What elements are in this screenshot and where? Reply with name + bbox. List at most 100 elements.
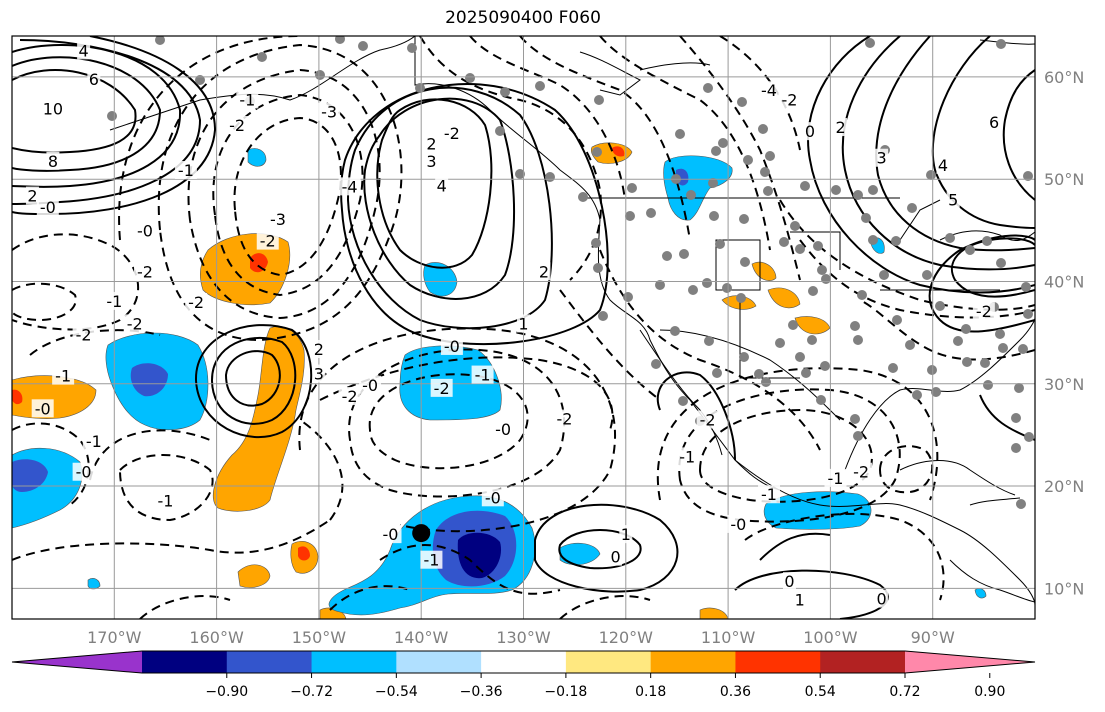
svg-text:4: 4 <box>938 156 948 175</box>
contour-label: -1 <box>676 447 699 466</box>
lon-tick-label: 120°W <box>599 628 654 647</box>
contour-label: 2 <box>424 134 438 153</box>
colorbar-tick-label: 0.90 <box>974 684 1005 700</box>
contour-label: -2 <box>256 231 279 251</box>
svg-text:-2: -2 <box>556 410 572 429</box>
lon-tick-label: 160°W <box>189 628 244 647</box>
svg-text:5: 5 <box>948 191 958 210</box>
contour-label: -3 <box>318 102 341 122</box>
contour-label: -4 <box>758 81 781 100</box>
svg-text:-2: -2 <box>260 232 276 251</box>
svg-text:-2: -2 <box>444 124 460 143</box>
contour-label: 5 <box>946 190 960 210</box>
contour-label: -2 <box>72 325 95 345</box>
svg-text:-2: -2 <box>127 314 143 333</box>
contour-label: 6 <box>87 69 101 89</box>
contour-label: -1 <box>758 485 781 504</box>
contour-label: -1 <box>471 365 494 385</box>
svg-text:-1: -1 <box>178 161 194 180</box>
svg-text:-2: -2 <box>434 379 450 398</box>
contour-label: 0 <box>875 589 889 609</box>
svg-text:-2: -2 <box>229 116 245 135</box>
colorbar-tick-label: −0.90 <box>205 684 248 700</box>
contour-label: 2 <box>834 118 848 137</box>
svg-text:4: 4 <box>79 41 89 60</box>
lon-tick-label: 130°W <box>496 628 551 647</box>
lon-tick-label: 90°W <box>911 628 955 647</box>
contour-label: -2 <box>226 116 249 135</box>
svg-text:-2: -2 <box>137 262 153 281</box>
colorbar-tick-label: −0.18 <box>544 684 587 700</box>
svg-text:-0: -0 <box>730 515 746 534</box>
contour-label: -0 <box>440 336 463 356</box>
svg-text:3: 3 <box>426 152 436 171</box>
svg-text:-0: -0 <box>35 399 51 418</box>
svg-text:-1: -1 <box>55 367 71 386</box>
colorbar-segment <box>311 651 397 673</box>
svg-text:-2: -2 <box>342 387 358 406</box>
station-dots <box>107 36 1034 509</box>
contour-label: 0 <box>609 547 623 567</box>
contour-label: -2 <box>778 90 801 109</box>
svg-text:-4: -4 <box>761 81 777 100</box>
svg-text:-1: -1 <box>157 491 173 510</box>
svg-text:0: 0 <box>805 122 815 141</box>
svg-text:-0: -0 <box>40 198 56 217</box>
contour-label: -2 <box>338 387 361 406</box>
contour-label: -2 <box>123 314 146 333</box>
svg-text:2: 2 <box>539 262 549 281</box>
svg-text:-0: -0 <box>362 376 378 395</box>
contour-label: -1 <box>824 468 847 488</box>
contour-label: -1 <box>52 366 75 386</box>
svg-text:2: 2 <box>314 340 324 359</box>
svg-text:4: 4 <box>437 176 447 195</box>
svg-text:8: 8 <box>48 152 58 171</box>
svg-text:-0: -0 <box>485 488 501 507</box>
svg-text:-1: -1 <box>761 485 777 504</box>
colorbar-segment <box>735 651 821 673</box>
lat-tick-label: 40°N <box>1044 272 1084 291</box>
contour-label: -0 <box>379 525 402 544</box>
lon-tick-label: 170°W <box>87 628 142 647</box>
lat-tick-label: 30°N <box>1044 375 1084 394</box>
contour-label: -1 <box>154 491 177 510</box>
map-frame <box>11 35 1036 620</box>
svg-text:-1: -1 <box>828 469 844 488</box>
svg-text:-1: -1 <box>106 292 122 311</box>
svg-text:0: 0 <box>876 590 886 609</box>
contour-label: 8 <box>46 151 60 171</box>
svg-text:-3: -3 <box>270 210 286 229</box>
contour-label: 1 <box>517 314 530 333</box>
contour-label: 3 <box>424 151 438 171</box>
lon-tick-label: 100°W <box>803 628 858 647</box>
latitude-axis: 60°N 50°N 40°N 30°N 20°N 10°N <box>1044 68 1084 598</box>
contour-label: -1 <box>82 432 105 451</box>
svg-text:-3: -3 <box>321 103 337 122</box>
contour-label: -0 <box>72 462 95 482</box>
colorbar-segment <box>820 651 906 673</box>
contour-label: 1 <box>619 525 633 544</box>
colorbar: −0.90 −0.72 −0.54 −0.36 −0.18 0.18 0.36 0.54 0.7… <box>11 650 1036 700</box>
svg-text:1: 1 <box>518 314 528 333</box>
contour-label: 10 <box>41 99 64 119</box>
longitude-axis: 170°W 160°W 150°W 140°W 130°W 120°W 110°W 100°W… <box>87 628 955 647</box>
contour-label: 0 <box>803 122 817 141</box>
contour-label: -0 <box>133 221 156 240</box>
svg-text:-2: -2 <box>188 293 204 312</box>
svg-text:6: 6 <box>989 113 999 132</box>
colorbar-extend-max <box>905 651 1035 673</box>
contour-label: -1 <box>236 90 259 109</box>
contour-label: -2 <box>440 124 463 143</box>
map-title: 2025090400 F060 <box>445 8 601 28</box>
contour-label: 3 <box>875 148 889 168</box>
contour-label: -2 <box>850 462 873 482</box>
contour-label: 0 <box>782 572 796 591</box>
contour-label: -0 <box>481 488 504 507</box>
colorbar-segment <box>650 651 736 673</box>
contour-label: -2 <box>133 262 156 281</box>
svg-text:-2: -2 <box>76 326 92 345</box>
contour-label: -2 <box>972 302 995 321</box>
svg-text:-1: -1 <box>86 432 102 451</box>
svg-text:-2: -2 <box>700 411 716 430</box>
